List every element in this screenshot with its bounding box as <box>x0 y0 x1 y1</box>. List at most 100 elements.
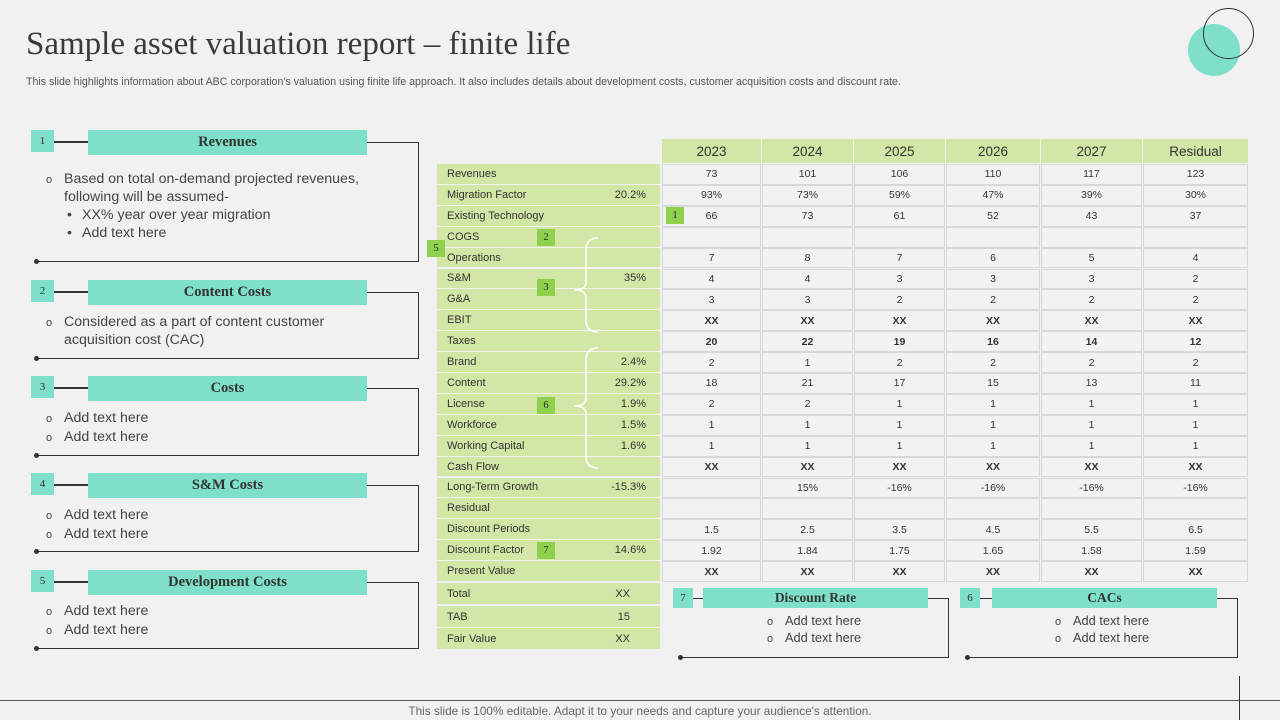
table-cell: 1 <box>762 435 853 457</box>
table-cell: XX <box>762 561 853 582</box>
row-label: Revenues <box>437 164 660 184</box>
table-cell: 39% <box>1041 184 1142 206</box>
table-cell: XX <box>662 456 761 478</box>
table-cell: 3 <box>946 268 1040 290</box>
table-cell: 3 <box>762 289 853 311</box>
row-percent: 29.2% <box>614 376 646 389</box>
summary-label: Fair Value <box>447 632 497 645</box>
table-cell: 21 <box>762 373 853 394</box>
row-label-text: Present Value <box>447 565 516 578</box>
table-cell: 1 <box>1041 435 1142 457</box>
info-box-number: 6 <box>960 588 980 608</box>
table-cell: 3 <box>854 268 945 290</box>
bullet-item: o Add text here <box>46 409 346 428</box>
table-cell: XX <box>1143 456 1248 478</box>
footer-vertical-line <box>1239 676 1240 720</box>
table-cell: XX <box>662 561 761 582</box>
section-title: Development Costs <box>88 570 367 595</box>
table-cell: XX <box>662 310 761 332</box>
summary-value: XX <box>615 587 630 600</box>
row-percent: 14.6% <box>614 544 646 557</box>
table-cell: 1.84 <box>762 540 853 562</box>
footer-note: This slide is 100% editable. Adapt it to… <box>408 704 872 718</box>
section-title: Content Costs <box>88 280 367 305</box>
table-cell: 20 <box>662 331 761 353</box>
table-cell: XX <box>1041 561 1142 582</box>
table-cell: 52 <box>946 205 1040 227</box>
table-cell: 2.5 <box>762 519 853 541</box>
info-box-discount-rate: 7 Discount Rate o Add text here o Add text he… <box>673 588 953 662</box>
row-label-text: Residual <box>447 502 490 515</box>
row-percent: 35% <box>623 272 646 285</box>
table-cell: 1 <box>1041 393 1142 415</box>
circle-bullet-icon: o <box>1055 633 1062 645</box>
table-cell: 5 <box>1041 247 1142 269</box>
row-label-text: Existing Technology <box>447 209 545 222</box>
row-label: Migration Factor 20.2% <box>437 184 660 205</box>
bullet-text: Add text here <box>64 429 149 445</box>
table-cell: XX <box>1041 456 1142 478</box>
row-label-text: Discount Periods <box>447 523 531 536</box>
table-cell: 106 <box>854 164 945 185</box>
bullet-text: Considered as a part of content customer… <box>64 314 325 348</box>
callout-tag-2: 2 <box>537 229 555 246</box>
bullet-text: Add text here <box>785 613 862 628</box>
summary-row: TAB 15 <box>437 606 660 627</box>
table-cell: 18 <box>662 373 761 394</box>
section-connector <box>54 581 88 582</box>
table-cell <box>762 498 853 520</box>
table-cell: 3.5 <box>854 519 945 541</box>
table-cell: 2 <box>946 352 1040 373</box>
section-body: o Based on total on-demand projected reve… <box>46 170 376 242</box>
table-cell: XX <box>854 310 945 332</box>
table-cell: XX <box>946 561 1040 582</box>
summary-row: Total XX <box>437 583 660 604</box>
row-label: Working Capital 1.6% <box>437 435 660 456</box>
table-cell: 93% <box>662 184 761 206</box>
table-cell: 1.75 <box>854 540 945 562</box>
circle-bullet-icon: o <box>46 625 53 637</box>
section-number: 4 <box>31 473 54 495</box>
bullet-item: o Add text here <box>46 525 346 544</box>
table-cell: XX <box>1143 310 1248 332</box>
table-cell: 66 <box>662 205 761 227</box>
table-cell: 117 <box>1041 164 1142 185</box>
circle-bullet-icon: o <box>46 413 53 425</box>
table-cell <box>662 226 761 248</box>
section-connector <box>54 141 88 142</box>
table-cell: 16 <box>946 331 1040 353</box>
bullet-item: o Add text here <box>767 630 861 647</box>
row-percent: 1.5% <box>620 418 646 431</box>
row-label-text: Working Capital <box>447 439 525 452</box>
table-cell: 1 <box>1143 414 1248 436</box>
bullet-text: Add text here <box>1073 613 1150 628</box>
section-connector <box>54 291 88 292</box>
row-label: Operations <box>437 247 660 268</box>
callout-tag-7: 7 <box>537 542 555 559</box>
row-label: Long-Term Growth -15.3% <box>437 477 660 498</box>
row-label-text: S&M <box>447 272 471 285</box>
bullet-item: o Add text here <box>46 428 346 447</box>
section-2: 2 Content Costs o Considered as a part of c… <box>31 280 420 361</box>
table-cell: 73% <box>762 184 853 206</box>
table-cell: 6.5 <box>1143 519 1248 541</box>
circle-bullet-icon: o <box>46 510 53 522</box>
bullet-text: XX% year over year migration <box>82 207 271 223</box>
table-cell: 1.92 <box>662 540 761 562</box>
table-cell: 2 <box>1143 289 1248 311</box>
table-cell <box>1143 226 1248 248</box>
year-header-2023: 2023 <box>662 139 761 163</box>
table-cell: 61 <box>854 205 945 227</box>
table-cell <box>662 498 761 520</box>
row-label: Residual <box>437 498 660 519</box>
info-box-number: 7 <box>673 588 693 608</box>
row-label-text: Content <box>447 376 486 389</box>
circle-bullet-icon: o <box>767 616 774 628</box>
table-cell: 2 <box>946 289 1040 311</box>
row-label-text: Revenues <box>447 167 497 180</box>
decorative-circle-outline <box>1203 8 1254 59</box>
year-header-2025: 2025 <box>854 139 945 163</box>
table-cell: 1 <box>662 414 761 436</box>
section-title: Revenues <box>88 130 367 155</box>
section-body: o Add text here o Add text here <box>46 602 346 640</box>
